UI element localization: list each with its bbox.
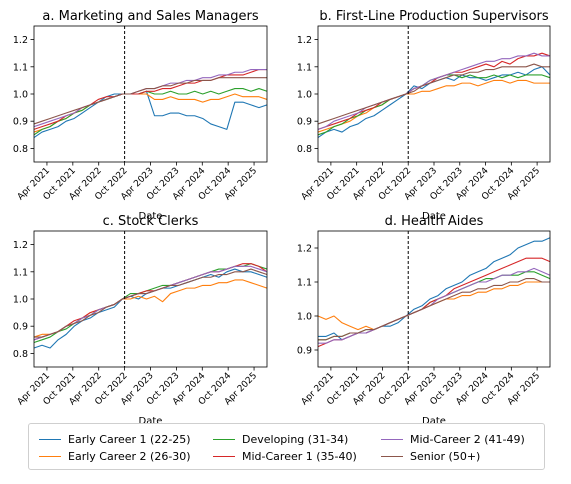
legend-swatch-mid-career-1 xyxy=(213,456,235,457)
series-line xyxy=(33,90,268,138)
legend-item-early-career-2: Early Career 2 (26-30) xyxy=(39,450,191,463)
legend-item-mid-career-1: Mid-Career 1 (35-40) xyxy=(213,450,357,463)
y-tick-label: 0.9 xyxy=(297,346,312,357)
legend-label: Developing (31-34) xyxy=(242,433,349,446)
legend-swatch-early-career-2 xyxy=(39,456,61,457)
series-line xyxy=(33,279,268,338)
x-axis-label: Date xyxy=(422,211,446,222)
panel-title: a. Marketing and Sales Managers xyxy=(42,9,258,24)
y-tick-label: 1.0 xyxy=(13,90,28,101)
x-axis-label: Date xyxy=(139,416,163,427)
panel-title: b. First-Line Production Supervisors xyxy=(319,9,549,24)
legend-label: Mid-Career 1 (35-40) xyxy=(242,450,357,463)
y-tick-label: 0.9 xyxy=(13,322,28,333)
y-tick-label: 1.0 xyxy=(13,295,28,306)
y-tick-label: 0.8 xyxy=(297,144,312,155)
panel-title: d. Health Aides xyxy=(385,214,484,229)
y-tick-label: 1.0 xyxy=(297,312,312,323)
plot-frame xyxy=(317,230,551,368)
legend-label: Early Career 2 (26-30) xyxy=(68,450,191,463)
y-tick-label: 1.1 xyxy=(297,62,312,73)
legend-label: Mid-Career 2 (41-49) xyxy=(410,433,525,446)
series-line xyxy=(317,281,550,331)
series-line xyxy=(33,263,268,341)
series-line xyxy=(318,278,550,341)
plot-frame xyxy=(33,25,268,163)
y-tick-label: 0.8 xyxy=(13,144,28,155)
legend-item-developing: Developing (31-34) xyxy=(213,433,348,446)
legend-swatch-early-career-1 xyxy=(39,439,61,440)
y-tick-label: 1.1 xyxy=(297,278,312,289)
series-line xyxy=(34,268,268,338)
legend-item-mid-career-2: Mid-Career 2 (41-49) xyxy=(381,433,525,446)
legend-swatch-developing xyxy=(213,439,235,440)
legend-label: Early Career 1 (22-25) xyxy=(68,433,191,446)
y-tick-label: 1.2 xyxy=(13,240,28,251)
y-tick-label: 1.2 xyxy=(297,35,312,46)
y-tick-label: 0.8 xyxy=(13,349,28,360)
x-axis-label: Date xyxy=(422,416,446,427)
series-line xyxy=(33,77,267,125)
series-line xyxy=(318,237,551,341)
legend-swatch-mid-career-2 xyxy=(381,439,403,440)
series-line xyxy=(317,66,551,138)
y-tick-label: 0.9 xyxy=(297,117,312,128)
series-line xyxy=(33,263,268,344)
legend-item-early-career-1: Early Career 1 (22-25) xyxy=(39,433,191,446)
y-tick-label: 0.9 xyxy=(13,117,28,128)
series-line xyxy=(317,63,550,125)
series-line xyxy=(317,79,550,133)
legend-label: Senior (50+) xyxy=(410,450,481,463)
legend-item-senior: Senior (50+) xyxy=(381,450,480,463)
plot-frame xyxy=(33,230,268,368)
y-tick-label: 1.0 xyxy=(297,90,312,101)
plot-frame xyxy=(317,25,551,163)
y-tick-label: 1.2 xyxy=(297,244,312,255)
y-tick-label: 1.2 xyxy=(13,35,28,46)
y-tick-label: 1.1 xyxy=(13,267,28,278)
panel-title: c. Stock Clerks xyxy=(103,214,199,229)
chart-legend: Early Career 1 (22-25) Early Career 2 (2… xyxy=(28,423,545,470)
series-line xyxy=(317,52,550,130)
y-tick-label: 1.1 xyxy=(13,62,28,73)
x-axis-label: Date xyxy=(139,211,163,222)
series-line xyxy=(33,265,268,341)
series-line xyxy=(318,267,551,344)
legend-swatch-senior xyxy=(381,456,403,457)
